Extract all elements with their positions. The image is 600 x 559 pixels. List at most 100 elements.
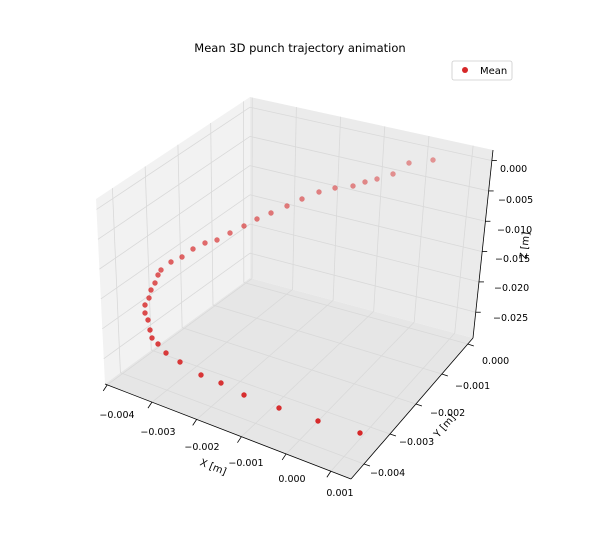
x-grid-line <box>106 278 253 386</box>
data-point <box>241 223 247 229</box>
y-tick-label: −0.002 <box>430 408 465 419</box>
x-tick-mark <box>192 419 198 426</box>
data-point <box>179 254 185 260</box>
x-grid-line <box>241 310 374 437</box>
legend: Mean <box>451 60 513 81</box>
y-axis-line <box>350 337 474 480</box>
z-grid-line <box>99 165 251 270</box>
z-grid-line <box>100 194 251 300</box>
z-grid-line <box>103 252 251 359</box>
x-axis-label: X [m] <box>198 457 228 478</box>
data-point <box>214 237 220 243</box>
z-tick-label: −0.010 <box>497 225 532 236</box>
data-point <box>158 267 164 273</box>
data-point <box>284 203 290 209</box>
y-grid-line <box>120 372 365 465</box>
y-grid-line <box>243 282 468 345</box>
y-tick-labels: 0.000 −0.001 −0.002 −0.003 −0.004 <box>370 356 509 479</box>
data-point <box>430 157 436 163</box>
data-point <box>332 185 338 191</box>
pane-floor <box>105 278 473 479</box>
data-point <box>145 317 151 323</box>
data-point <box>241 392 247 398</box>
data-point <box>148 287 154 293</box>
y-tick-mark <box>389 433 397 437</box>
data-point <box>149 335 155 341</box>
x-grid-line <box>285 321 415 455</box>
z-axis-line <box>472 149 494 339</box>
data-point <box>198 372 204 378</box>
legend-marker <box>462 67 468 73</box>
x-tick-label: −0.004 <box>99 410 134 421</box>
data-point <box>147 327 153 333</box>
y-tick-mark <box>467 343 474 347</box>
x-grid-line <box>373 126 386 312</box>
y-grid-line <box>111 188 121 373</box>
z-tick-label: −0.015 <box>495 254 530 265</box>
axes-panes <box>96 97 493 479</box>
x-grid-line <box>151 289 293 403</box>
data-point <box>406 160 412 166</box>
data-point <box>142 310 148 316</box>
y-tick-label: −0.004 <box>370 468 405 479</box>
y-tick-mark <box>415 403 423 407</box>
data-point <box>268 210 274 216</box>
pane-back <box>250 97 493 338</box>
x-tick-label: 0.001 <box>326 488 353 499</box>
data-point <box>155 341 161 347</box>
z-grid-line <box>97 136 251 240</box>
z-tick-labels: 0.000 −0.005 −0.010 −0.015 −0.020 −0.025 <box>493 164 533 324</box>
x-axis-line <box>104 383 352 480</box>
series-mean-points <box>142 157 436 436</box>
z-axis-label: Z [m] <box>519 231 533 260</box>
legend-box <box>451 60 513 81</box>
data-point <box>227 230 233 236</box>
y-grid-line <box>210 123 214 306</box>
z-grid-line <box>249 165 486 222</box>
y-tick-mark <box>441 373 448 377</box>
data-point <box>390 171 396 177</box>
z-grid-line <box>249 223 480 283</box>
x-tick-mark <box>237 436 242 443</box>
y-grid-line <box>151 349 391 435</box>
x-grid-line <box>292 107 297 290</box>
x-grid-line <box>413 135 430 323</box>
x-tick-mark <box>326 471 332 478</box>
x-tick-mark <box>102 384 108 392</box>
x-tick-mark <box>281 453 287 461</box>
x-grid-line <box>332 116 341 301</box>
data-point <box>374 176 380 182</box>
x-tick-label: −0.002 <box>184 442 219 453</box>
data-point <box>155 272 161 278</box>
z-grid-line <box>249 136 489 192</box>
data-point <box>168 259 174 265</box>
data-point <box>190 246 196 252</box>
data-point <box>350 183 356 189</box>
data-point <box>299 196 305 202</box>
data-point <box>163 350 169 356</box>
y-tick-label: −0.001 <box>455 381 490 392</box>
z-grid-line <box>249 106 492 162</box>
x-tick-label: −0.003 <box>140 427 175 438</box>
y-tick-mark <box>363 463 371 467</box>
y-grid-line <box>212 304 442 375</box>
data-point <box>152 280 158 286</box>
grid-lines <box>96 97 492 472</box>
y-tick-label: −0.003 <box>399 437 434 448</box>
z-tick-label: −0.020 <box>494 283 529 294</box>
x-grid-line <box>196 300 334 420</box>
axes-lines <box>102 149 497 480</box>
y-grid-line <box>182 327 417 405</box>
data-point <box>357 430 363 436</box>
data-point <box>315 418 321 424</box>
x-tick-label: 0.000 <box>278 474 305 485</box>
chart-title: Mean 3D punch trajectory animation <box>194 41 405 55</box>
data-point <box>276 405 282 411</box>
x-tick-label: −0.001 <box>228 458 263 469</box>
data-point <box>316 189 322 195</box>
z-tick-label: −0.025 <box>493 313 528 324</box>
z-tick-label: −0.005 <box>498 195 533 206</box>
data-point <box>202 240 208 246</box>
legend-label: Mean <box>480 66 507 77</box>
